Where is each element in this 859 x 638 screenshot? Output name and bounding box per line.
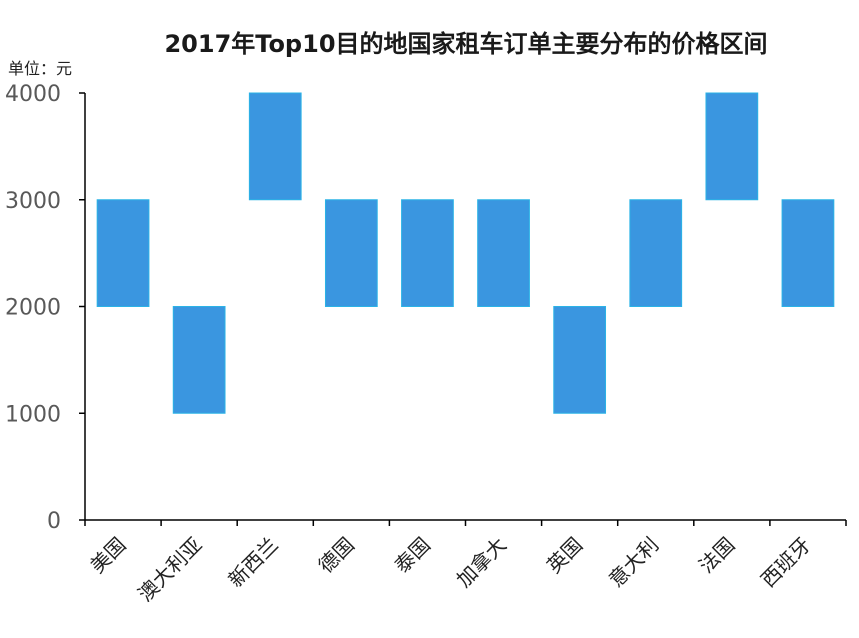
x-tick-label: 泰国 <box>390 533 435 578</box>
x-tick-label: 美国 <box>85 533 130 578</box>
price-range-bar <box>96 199 150 307</box>
price-range-bar <box>401 199 454 307</box>
chart-title: 2017年Top10目的地国家租车订单主要分布的价格区间 <box>164 30 767 58</box>
x-tick-label: 德国 <box>314 533 359 578</box>
y-tick-label: 4000 <box>5 82 61 107</box>
price-range-bar <box>553 306 607 414</box>
x-tick-label: 新西兰 <box>223 533 282 592</box>
y-tick-label: 3000 <box>5 189 61 214</box>
y-tick-label: 2000 <box>5 296 61 321</box>
bars <box>96 92 835 414</box>
price-range-bar <box>172 306 226 414</box>
x-tick-label: 西班牙 <box>756 533 815 592</box>
x-tick-label: 澳大利亚 <box>133 533 207 607</box>
y-tick-label: 0 <box>47 509 61 534</box>
price-range-bar <box>477 199 530 307</box>
x-axis: 美国 澳大利亚 新西兰 德国 泰国 加拿大 英国 意大利 法国 西班牙 <box>84 519 847 607</box>
y-tick-label: 1000 <box>5 402 61 427</box>
x-tick-label: 法国 <box>694 533 739 578</box>
x-tick-label: 加拿大 <box>452 533 511 592</box>
x-tick-label: 意大利 <box>604 533 663 592</box>
price-range-bar <box>629 199 683 307</box>
price-range-bar <box>781 199 835 307</box>
x-tick-label: 英国 <box>542 533 587 578</box>
unit-label: 单位：元 <box>8 59 72 78</box>
price-range-bar <box>248 92 302 201</box>
price-range-bar <box>324 199 378 307</box>
price-range-bar <box>705 92 759 201</box>
y-axis: 0 1000 2000 3000 4000 <box>5 82 86 534</box>
